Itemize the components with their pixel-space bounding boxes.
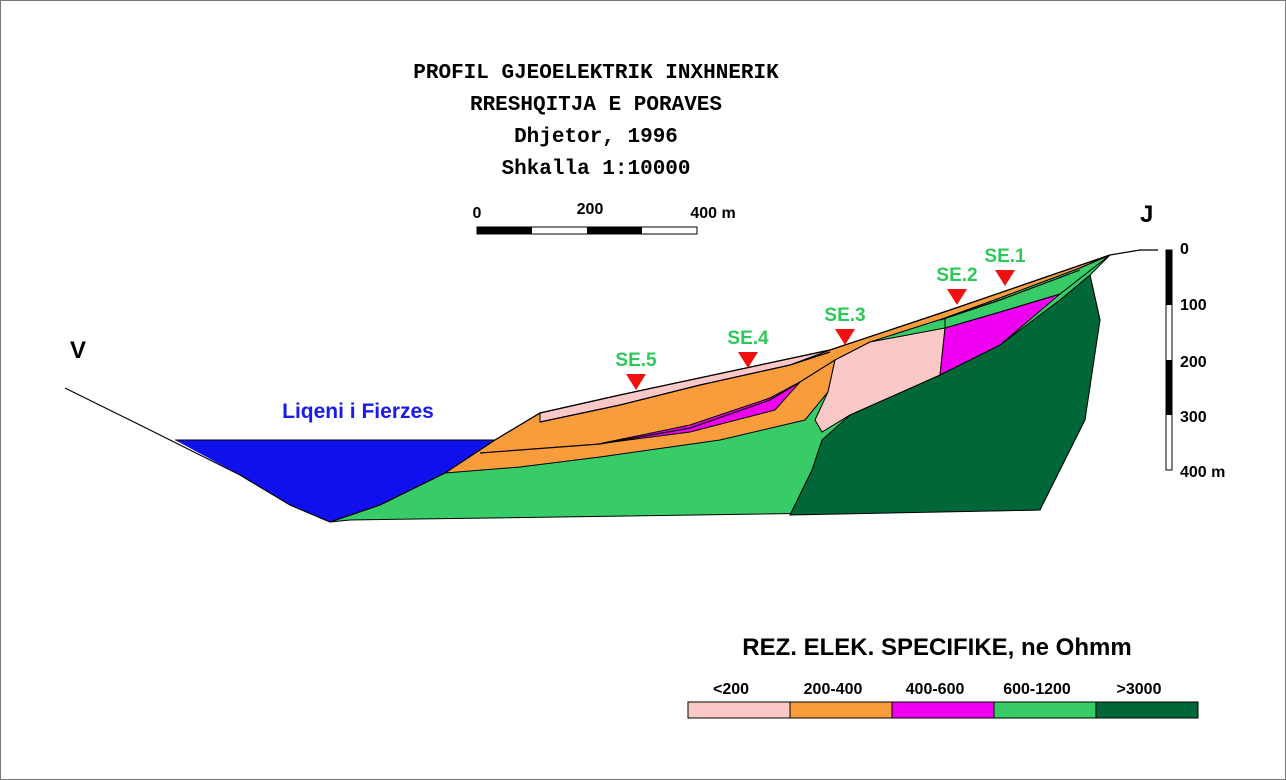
depth-scale: 0 100 200 300 400 m — [1165, 241, 1225, 481]
depth-label: 200 — [1180, 354, 1207, 371]
depth-label: 400 m — [1180, 464, 1225, 481]
title-line: Shkalla 1:10000 — [501, 158, 690, 181]
title-line: Dhjetor, 1996 — [514, 126, 678, 149]
legend-swatch — [789, 701, 893, 719]
scale-label: 0 — [473, 205, 482, 222]
station-label: SE.4 — [727, 328, 769, 349]
depth-seg — [1166, 250, 1172, 305]
title-line: PROFIL GJEOELEKTRIK INXHNERIK — [413, 62, 779, 85]
legend-swatch — [1095, 701, 1199, 719]
station-label: SE.3 — [824, 305, 865, 326]
scale-seg — [477, 227, 532, 234]
station-marker — [835, 329, 855, 345]
station-label: SE.1 — [984, 246, 1026, 267]
depth-label: 100 — [1180, 297, 1207, 314]
legend-swatch — [891, 701, 995, 719]
profile — [64, 249, 1158, 523]
legend-label: 600-1200 — [1003, 681, 1071, 698]
legend-swatch — [993, 701, 1097, 719]
depth-label: 0 — [1180, 241, 1189, 258]
station-marker — [738, 352, 758, 368]
legend-label: <200 — [713, 681, 749, 698]
scale-label: 400 m — [690, 205, 735, 222]
legend-title: REZ. ELEK. SPECIFIKE, ne Ohmm — [742, 634, 1131, 661]
layer-200 — [814, 327, 946, 433]
legend-label: 200-400 — [804, 681, 863, 698]
station-label: SE.2 — [936, 265, 977, 286]
direction-right: J — [1140, 201, 1153, 228]
stations: SE.1 SE.2 SE.3 SE.4 SE.5 — [615, 246, 1026, 390]
legend: <200 200-400 400-600 600-1200 >3000 — [687, 681, 1199, 719]
legend-swatch — [687, 701, 791, 719]
lake — [175, 440, 495, 522]
depth-label: 300 — [1180, 409, 1207, 426]
layer-3000 — [789, 274, 1101, 516]
scale-label: 200 — [577, 201, 604, 218]
legend-label: >3000 — [1117, 681, 1162, 698]
scale-seg — [587, 227, 642, 234]
lake-label: Liqeni i Fierzes — [282, 400, 434, 423]
title: PROFIL GJEOELEKTRIK INXHNERIK RRESHQITJA… — [413, 62, 779, 181]
scale-bar: 0 200 400 m — [473, 201, 736, 235]
station-marker — [947, 289, 967, 305]
depth-seg — [1166, 360, 1172, 415]
legend-label: 400-600 — [906, 681, 965, 698]
title-line: RRESHQITJA E PORAVES — [470, 94, 722, 117]
direction-left: V — [70, 337, 86, 364]
station-label: SE.5 — [615, 350, 657, 371]
station-marker — [626, 374, 646, 390]
station-marker — [995, 270, 1015, 286]
